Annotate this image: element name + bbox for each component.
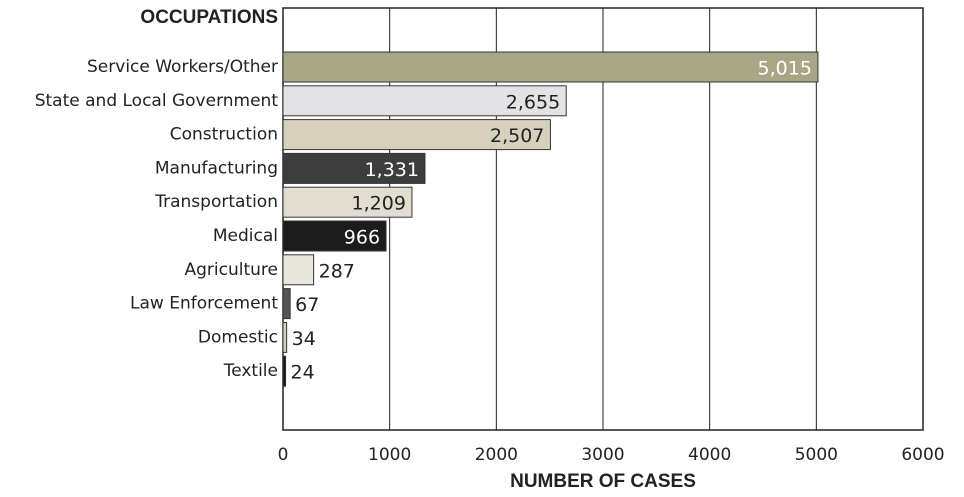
x-tick-label: 6000 [901, 445, 944, 465]
data-label: 287 [319, 260, 355, 282]
y-tick-label: Construction [170, 125, 278, 145]
data-label: 5,015 [758, 58, 812, 80]
bar [282, 321, 288, 353]
bar [282, 355, 287, 387]
y-tick-label: Textile [223, 361, 278, 381]
bar [282, 51, 819, 83]
data-label: 67 [295, 294, 319, 316]
x-tick-label: 4000 [688, 445, 731, 465]
y-tick-label: Service Workers/Other [87, 57, 278, 77]
x-tick-label: 1000 [368, 445, 411, 465]
y-tick-label: Agriculture [185, 260, 279, 280]
data-label: 24 [291, 362, 315, 384]
bar [282, 186, 413, 218]
x-tick-label: 5000 [795, 445, 838, 465]
x-tick-label: 3000 [581, 445, 624, 465]
data-label: 2,655 [506, 91, 560, 113]
data-label: 1,209 [352, 193, 406, 215]
y-tick-label: Medical [213, 226, 278, 246]
data-label: 966 [344, 227, 380, 249]
y-tick-label: State and Local Government [35, 91, 279, 111]
bar [282, 119, 551, 151]
x-axis-title: NUMBER OF CASES [510, 471, 696, 492]
bar [282, 220, 387, 252]
y-tick-label: Domestic [198, 327, 278, 347]
bar [282, 288, 291, 320]
y-tick-label: Transportation [154, 192, 278, 212]
bar [282, 85, 567, 117]
y-tick-label: Law Enforcement [130, 294, 278, 314]
bar [282, 254, 315, 286]
x-tick-label: 0 [278, 445, 289, 465]
data-label: 1,331 [365, 159, 419, 181]
x-tick-label: 2000 [475, 445, 518, 465]
y-axis-title: OCCUPATIONS [140, 7, 278, 28]
y-tick-label: Manufacturing [155, 158, 278, 178]
data-label: 2,507 [490, 125, 544, 147]
bar [282, 152, 426, 184]
data-label: 34 [292, 328, 316, 350]
plot-border [282, 7, 924, 431]
